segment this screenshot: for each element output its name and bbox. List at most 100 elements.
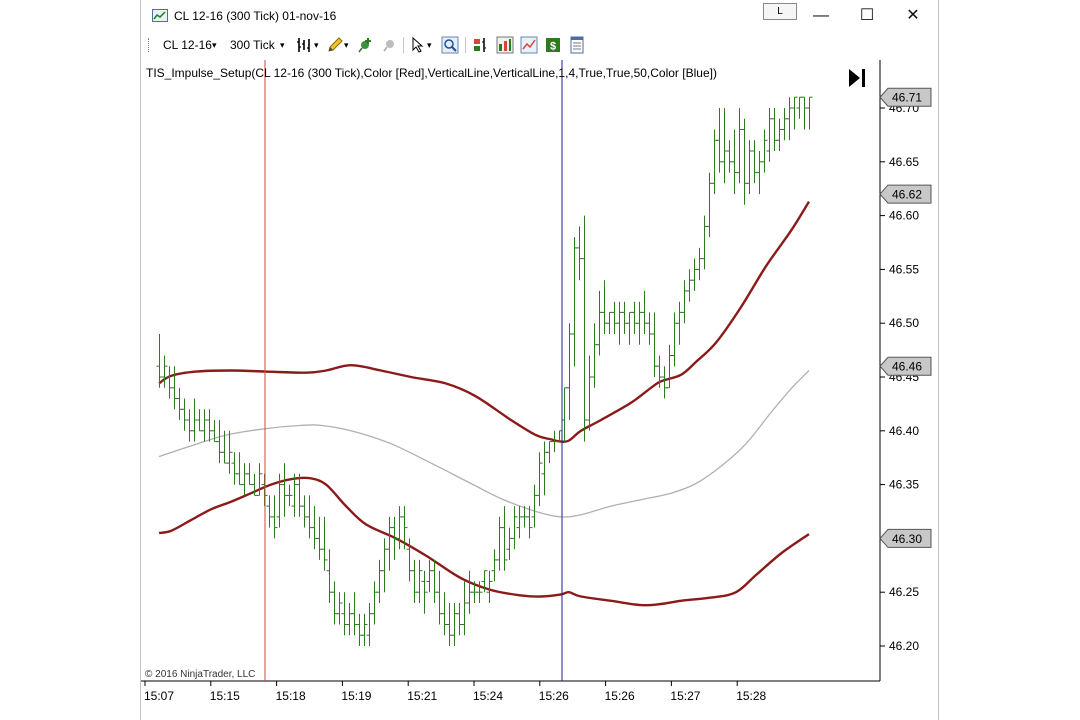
lower-band-line — [158, 476, 810, 607]
ohlc-bar — [296, 473, 303, 517]
pencil-icon[interactable] — [326, 36, 344, 54]
title-bar[interactable]: CL 12-16 (300 Tick) 01-nov-16 L — ☐ ✕ — [141, 0, 938, 32]
ohlc-bar — [531, 484, 538, 528]
price-tick-label: 46.60 — [889, 209, 919, 223]
ohlc-bar — [476, 581, 483, 603]
middle-band-line — [158, 370, 810, 518]
ohlc-bar — [176, 387, 183, 420]
price-chart[interactable]: 46.7046.6546.6046.5546.5046.4546.4046.35… — [141, 60, 938, 720]
ohlc-bar — [626, 311, 633, 345]
ohlc-bar — [461, 581, 468, 636]
instrument-selector[interactable]: CL 12-16 — [163, 38, 212, 52]
ohlc-bar — [451, 603, 458, 646]
ohlc-bar — [701, 215, 708, 270]
ohlc-bar — [301, 495, 308, 528]
price-tick-label: 46.20 — [889, 639, 919, 653]
ohlc-bar — [326, 549, 333, 603]
price-marker-label: 46.62 — [892, 188, 922, 202]
ohlc-bar — [636, 301, 643, 345]
chart-trader-icon[interactable] — [472, 36, 490, 54]
ohlc-bar — [621, 301, 628, 334]
ohlc-bar — [536, 452, 543, 507]
ohlc-bar — [736, 108, 743, 184]
ohlc-bar — [266, 495, 273, 528]
time-tick-label: 15:07 — [144, 689, 174, 703]
interval-dropdown-icon[interactable]: ▾ — [280, 40, 285, 50]
dollar-icon[interactable]: $ — [544, 36, 562, 54]
upper-band-line — [158, 200, 811, 444]
ohlc-bar — [446, 603, 453, 646]
zoom-icon[interactable] — [441, 36, 459, 54]
indicators-icon[interactable] — [496, 36, 514, 54]
ohlc-bar — [746, 140, 753, 195]
ohlc-bar — [336, 592, 343, 625]
ohlc-bar — [161, 355, 168, 388]
ohlc-bar — [231, 452, 238, 485]
ohlc-bar — [341, 592, 348, 636]
ohlc-bar — [411, 559, 418, 603]
ohlc-bar — [486, 570, 493, 603]
data-box-icon[interactable] — [568, 36, 586, 54]
strategies-icon[interactable] — [520, 36, 538, 54]
ohlc-bar — [511, 506, 518, 550]
time-tick-label: 15:15 — [210, 689, 240, 703]
pointer-icon[interactable] — [409, 36, 427, 54]
pin-disabled-icon[interactable] — [381, 36, 399, 54]
interval-selector[interactable]: 300 Tick — [230, 38, 275, 52]
ohlc-bar — [501, 506, 508, 571]
ohlc-bar — [696, 247, 703, 281]
ohlc-bar — [596, 290, 603, 356]
instrument-dropdown-icon[interactable]: ▾ — [212, 40, 217, 50]
time-tick-label: 15:26 — [539, 689, 569, 703]
close-button[interactable]: ✕ — [906, 7, 920, 24]
ohlc-bar — [491, 549, 498, 582]
ohlc-bar — [731, 129, 738, 195]
price-tick-label: 46.55 — [889, 262, 919, 276]
ohlc-bar — [781, 108, 788, 141]
chart-panel[interactable]: 46.70 46.65 46.60 46.55 46.50 46.45 46.40 46.35… — [141, 60, 938, 720]
ohlc-bar — [516, 506, 523, 539]
pointer-dropdown-icon[interactable]: ▾ — [427, 40, 432, 50]
ohlc-bar — [496, 516, 503, 571]
ohlc-bar — [591, 323, 598, 388]
ohlc-bar — [311, 506, 318, 550]
ohlc-bar — [766, 108, 773, 162]
price-tick-label: 46.25 — [889, 585, 919, 599]
ohlc-bar — [676, 301, 683, 345]
time-tick-label: 15:18 — [276, 689, 306, 703]
toolbar-separator — [465, 37, 466, 53]
maximize-button[interactable]: ☐ — [859, 7, 875, 24]
ohlc-bar — [416, 559, 423, 603]
ohlc-bar — [321, 516, 328, 571]
link-button[interactable]: L — [763, 3, 797, 20]
ohlc-bar — [346, 603, 353, 636]
ohlc-bar — [481, 570, 488, 593]
ohlc-bar — [166, 366, 173, 399]
ohlc-bar — [771, 108, 778, 151]
toolbar-grip[interactable] — [148, 38, 151, 52]
price-marker-label: 46.30 — [892, 532, 922, 546]
bar-type-dropdown-icon[interactable]: ▾ — [314, 40, 319, 50]
midline — [158, 370, 810, 518]
ohlc-bar — [686, 269, 693, 302]
ohlc-bar — [286, 484, 293, 507]
bar-type-icon[interactable] — [296, 36, 314, 54]
go-to-end-icon[interactable] — [849, 69, 865, 87]
ohlc-bar — [431, 559, 438, 603]
ohlc-bar — [641, 290, 648, 334]
minimize-button[interactable]: — — [813, 7, 829, 24]
price-markers: 46.71 46.62 46.46 46.30 — [879, 87, 932, 548]
chart-window: CL 12-16 (300 Tick) 01-nov-16 L — ☐ ✕ CL… — [140, 0, 939, 720]
ohlc-bar — [196, 409, 203, 432]
drawing-dropdown-icon[interactable]: ▾ — [344, 40, 349, 50]
ohlc-bar — [156, 334, 163, 388]
price-tick-label: 46.35 — [889, 478, 919, 492]
pin-icon[interactable] — [357, 36, 375, 54]
ohlc-bar — [386, 516, 393, 571]
ohlc-bar — [201, 409, 208, 442]
ohlc-bar — [246, 463, 253, 486]
ohlc-bar — [806, 96, 813, 130]
time-tick-label: 15:27 — [670, 689, 700, 703]
ohlc-bar — [726, 140, 733, 173]
ohlc-bar — [241, 463, 248, 496]
